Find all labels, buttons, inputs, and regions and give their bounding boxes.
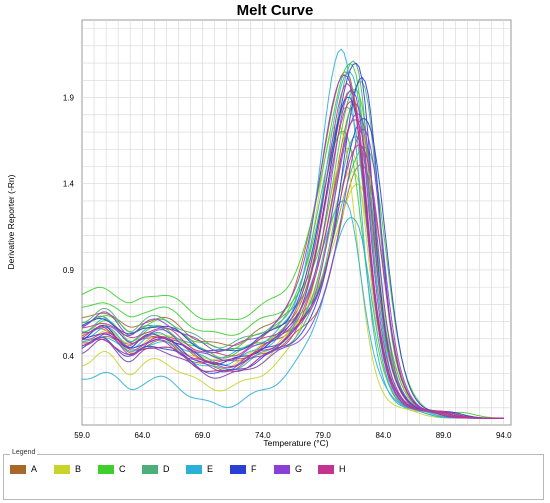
legend-label: F bbox=[251, 464, 257, 474]
legend-item-h: H bbox=[318, 462, 362, 476]
legend-swatch bbox=[10, 464, 26, 474]
legend-label: C bbox=[119, 464, 126, 474]
series-line-h-3 bbox=[81, 144, 504, 419]
x-tick-label: 94.0 bbox=[496, 431, 512, 440]
series-line-e-1 bbox=[81, 217, 504, 419]
legend-label: E bbox=[207, 464, 214, 474]
x-tick-label: 89.0 bbox=[436, 431, 452, 440]
legend-items: A B C D E F G H bbox=[10, 462, 362, 476]
y-tick-label: 1.4 bbox=[63, 180, 75, 189]
x-tick-label: 79.0 bbox=[315, 431, 331, 440]
x-tick-label: 84.0 bbox=[375, 431, 391, 440]
legend-title: Legend bbox=[10, 449, 38, 456]
legend-item-c: C bbox=[98, 462, 142, 476]
legend-swatch bbox=[54, 464, 70, 474]
x-axis-label: Temperature (°C) bbox=[263, 438, 328, 448]
y-axis-label: Derivative Reporter (-Rn) bbox=[6, 174, 16, 269]
y-tick-label: 1.9 bbox=[63, 94, 75, 103]
melt-curve-plot: 59.0 64.0 69.0 74.0 79.0 84.0 89.0 94.0 0.4 0.9 1… bbox=[6, 19, 512, 448]
x-tick-label: 74.0 bbox=[255, 431, 271, 440]
legend-label: A bbox=[31, 464, 38, 474]
series-h bbox=[81, 82, 504, 419]
legend-swatch bbox=[98, 464, 114, 474]
legend-item-d: D bbox=[142, 462, 186, 476]
legend-label: G bbox=[295, 464, 303, 474]
legend-label: D bbox=[163, 464, 170, 474]
series-line-h-2 bbox=[81, 82, 504, 419]
legend-swatch bbox=[230, 464, 246, 474]
chart-title: Melt Curve bbox=[236, 2, 314, 19]
legend-item-b: B bbox=[54, 462, 98, 476]
legend-item-a: A bbox=[10, 462, 54, 476]
plot-area bbox=[81, 19, 512, 426]
series-layer bbox=[81, 48, 504, 419]
legend-swatch bbox=[186, 464, 202, 474]
y-axis-ticks: 0.4 0.9 1.4 1.9 bbox=[63, 94, 75, 362]
x-axis-ticks: 59.0 64.0 69.0 74.0 79.0 84.0 89.0 94.0 bbox=[74, 431, 512, 440]
x-tick-label: 59.0 bbox=[74, 431, 90, 440]
x-tick-label: 64.0 bbox=[134, 431, 150, 440]
legend-item-e: E bbox=[186, 462, 230, 476]
legend-swatch bbox=[142, 464, 158, 474]
legend-label: H bbox=[339, 464, 346, 474]
legend: Legend A B C D E F G H bbox=[3, 449, 544, 500]
legend-item-g: G bbox=[274, 462, 318, 476]
legend-swatch bbox=[318, 464, 334, 474]
legend-label: B bbox=[75, 464, 82, 474]
y-tick-label: 0.9 bbox=[63, 266, 75, 275]
x-tick-label: 69.0 bbox=[195, 431, 211, 440]
y-tick-label: 0.4 bbox=[63, 352, 75, 361]
legend-item-f: F bbox=[230, 462, 274, 476]
legend-swatch bbox=[274, 464, 290, 474]
